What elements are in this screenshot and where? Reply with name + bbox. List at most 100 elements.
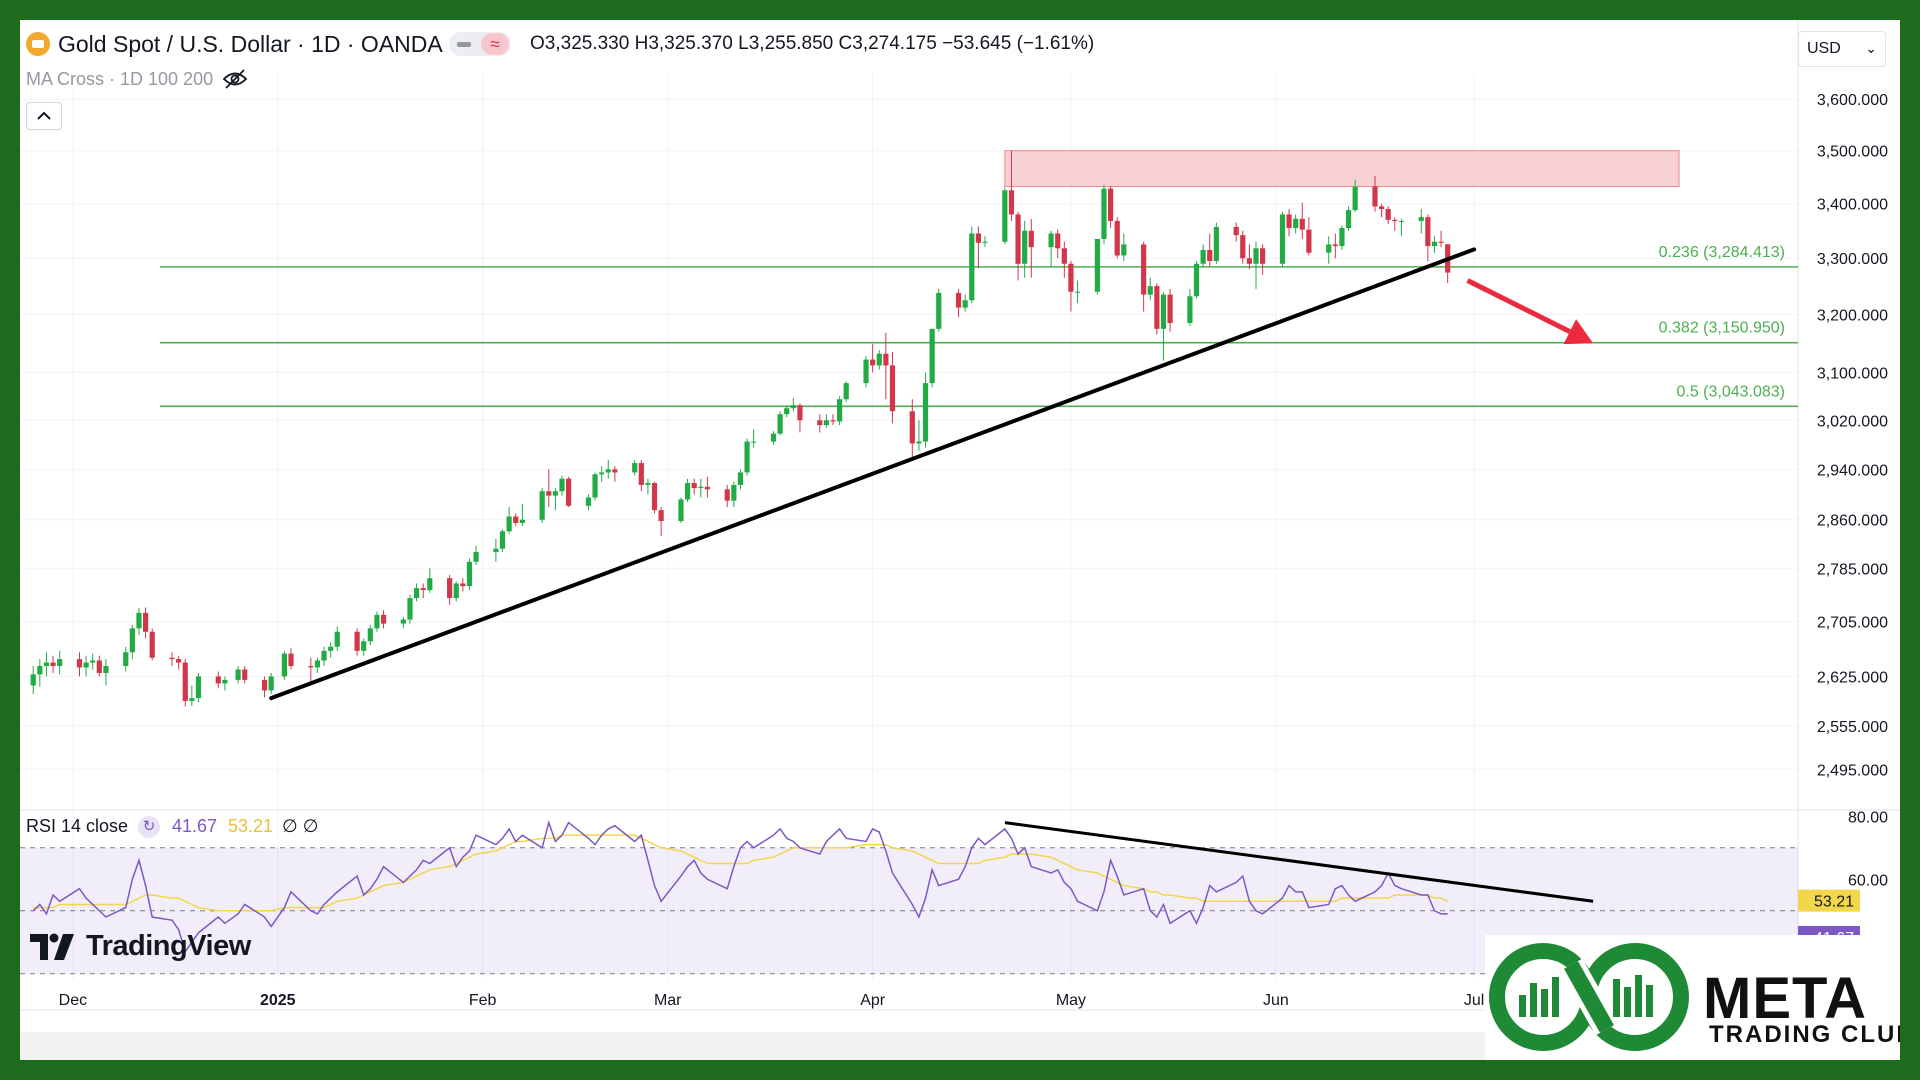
candle-body (922, 383, 929, 442)
candle-body (1326, 244, 1332, 253)
candle-body (413, 588, 420, 599)
chart-mode-toggle[interactable]: ≈ (449, 32, 511, 56)
rsi-ma-tag-label: 53.21 (1814, 894, 1854, 911)
close-label: C (838, 33, 853, 54)
support-trendline (269, 247, 1477, 701)
candle-body (76, 659, 83, 668)
candle-body (43, 662, 50, 667)
candle-body (1246, 258, 1252, 264)
candle-body (334, 631, 340, 647)
price-tick-label: 2,785.000 (1817, 561, 1888, 578)
candle-body (96, 660, 102, 673)
candle-body (552, 491, 558, 496)
candle-body (103, 666, 109, 673)
candle-body (1154, 286, 1160, 329)
candle-body (632, 463, 638, 473)
candle-body (975, 233, 982, 243)
refresh-icon[interactable]: ↻ (138, 816, 160, 838)
candle-body (195, 676, 202, 699)
candle-body (1279, 214, 1286, 264)
candle-body (1048, 233, 1054, 248)
candle-body (1167, 294, 1173, 324)
candle-body (1260, 248, 1266, 264)
price-tick-label: 3,600.000 (1817, 92, 1888, 109)
chart-canvas[interactable]: 0.236 (3,284.413) 0.382 (3,150.950) 0.5 (3… (20, 20, 1900, 1060)
candle-body (936, 292, 942, 329)
candle-body (546, 491, 552, 496)
collapse-indicators-button[interactable] (26, 102, 62, 130)
candle-body (1187, 296, 1193, 324)
candle-body (909, 411, 915, 444)
candle-body (361, 641, 367, 651)
rsi-ma-tag (1798, 889, 1860, 912)
candle-body (843, 383, 849, 400)
tradingview-mark-icon (30, 933, 74, 960)
rsi-label[interactable]: RSI 14 close (26, 816, 129, 836)
high-label: H (634, 33, 649, 54)
candle-body (704, 486, 711, 490)
symbol-title[interactable]: Gold Spot / U.S. Dollar · 1D · OANDA (58, 31, 443, 57)
candle-body (1107, 188, 1114, 221)
open-label: O (530, 33, 545, 54)
chart-frame: 0.236 (3,284.413) 0.382 (3,150.950) 0.5 (3… (20, 20, 1900, 1060)
candle-body (460, 583, 466, 587)
candle-body (499, 531, 506, 549)
candle-body (1207, 249, 1213, 261)
candle-body (50, 662, 56, 667)
fib-level-label: 0.5 (3,043.083) (1676, 383, 1785, 400)
candle-body (1101, 188, 1107, 239)
price-tick-label: 3,300.000 (1817, 251, 1888, 268)
candle-body (1200, 249, 1206, 264)
candle-body (83, 662, 89, 668)
candle-body (513, 516, 519, 523)
price-tick-label: 3,400.000 (1817, 197, 1888, 214)
candle-body (638, 463, 644, 485)
time-tick-label: Apr (860, 992, 886, 1009)
candle-body (57, 659, 63, 667)
price-tick-label: 3,100.000 (1817, 365, 1888, 382)
price-tick-label: 2,940.000 (1817, 462, 1888, 479)
gold-symbol-icon (26, 32, 50, 56)
candle-body (235, 669, 241, 680)
candle-body (1425, 217, 1431, 247)
candle-body (1147, 286, 1153, 295)
candle-body (288, 653, 294, 667)
candle-body (863, 359, 869, 384)
candle-body (612, 469, 618, 473)
hidden-eye-icon[interactable] (222, 68, 248, 90)
candle-body (1306, 229, 1312, 253)
candle-body (222, 679, 228, 684)
candle-body (367, 628, 373, 642)
candle-body (314, 660, 321, 668)
candle-body (539, 491, 545, 520)
candle-body (142, 612, 149, 632)
candle-body (889, 365, 896, 412)
candle-body (506, 516, 512, 532)
candle-body (354, 631, 360, 651)
candle-body (1141, 244, 1147, 295)
time-tick-label: Dec (59, 992, 87, 1009)
candle-body (1015, 214, 1021, 264)
trading-club-wordmark: TRADING CLUB (1709, 1021, 1900, 1048)
candle-body (1418, 217, 1424, 221)
price-tick-label: 2,495.000 (1817, 762, 1888, 779)
candle-body (1160, 294, 1167, 329)
candle-body (744, 441, 750, 473)
time-tick-label: Jun (1263, 992, 1289, 1009)
candle-body (30, 674, 36, 686)
candle-body (830, 420, 836, 422)
candle-body (308, 666, 314, 668)
candle-body (261, 679, 268, 691)
wave-icon: ≈ (481, 33, 509, 55)
candle-body (751, 441, 757, 443)
candle-body (176, 659, 182, 663)
time-tick-label: Jul (1464, 992, 1484, 1009)
currency-select[interactable]: USD ⌄ (1798, 31, 1886, 67)
candle-body (380, 614, 387, 624)
chevron-down-icon: ⌄ (1865, 40, 1877, 56)
ma-cross-label[interactable]: MA Cross · 1D 100 200 (26, 69, 214, 89)
candle-body (1055, 233, 1061, 249)
resistance-zone (1004, 150, 1680, 188)
candle-body (268, 676, 274, 691)
candle-body (169, 657, 175, 660)
